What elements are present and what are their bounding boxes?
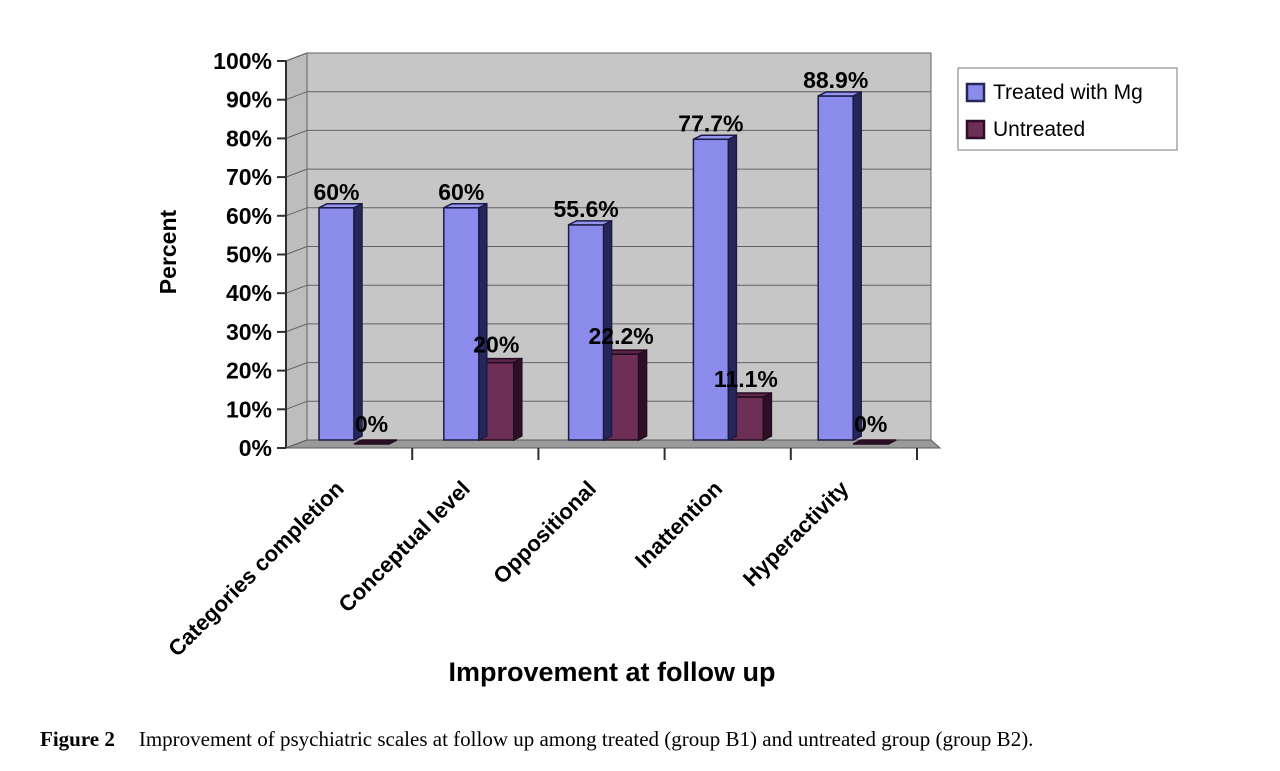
legend-swatch-1	[965, 119, 986, 140]
bar-treated-4-side	[852, 90, 862, 442]
wall-gridline	[285, 323, 308, 333]
bar-treated-1-top	[443, 203, 488, 209]
data-label: 88.9%	[803, 67, 868, 93]
y-tick-label: 0%	[239, 435, 272, 461]
data-label: 60%	[438, 179, 484, 205]
bar-chart: 0% 10% 20% 30% 40% 50% 60% 70% 80% 90% 100% 60% 0% 60…	[155, 48, 1178, 687]
bar-treated-1	[443, 207, 480, 441]
wall-gridline	[285, 52, 308, 62]
x-category-label: Conceptual level	[334, 476, 475, 617]
data-label: 60%	[313, 179, 359, 205]
legend-box	[957, 67, 1178, 151]
y-tick-label: 100%	[213, 48, 272, 74]
wall-gridline	[285, 168, 308, 178]
bar-treated-4-top	[817, 91, 862, 97]
y-tick-label: 10%	[226, 396, 272, 422]
data-label: 55.6%	[553, 196, 618, 222]
x-category-label: Hyperactivity	[738, 475, 854, 591]
y-tick-label: 20%	[226, 358, 272, 384]
wall-gridline	[285, 362, 308, 372]
bar-untreated-4	[852, 439, 897, 445]
y-tick-label: 70%	[226, 164, 272, 190]
bar-treated-3	[692, 138, 730, 441]
bar-untreated-3-side	[762, 391, 773, 442]
y-tick-label: 40%	[226, 280, 272, 306]
bar-treated-0-top	[318, 203, 363, 209]
bar-treated-3-top	[693, 134, 737, 141]
figure-caption-label: Figure 2	[40, 727, 115, 751]
bar-untreated-1-side	[513, 357, 523, 442]
legend-swatch-0	[965, 82, 986, 103]
wall-gridline	[285, 246, 308, 255]
data-label: 22.2%	[588, 323, 653, 349]
bar-treated-3-side	[727, 134, 738, 442]
bar-untreated-2-side	[637, 348, 648, 442]
floor	[285, 439, 942, 449]
y-tick-label: 60%	[226, 203, 272, 229]
bar-treated-2-top	[568, 220, 612, 226]
x-category-label: Inattention	[630, 476, 727, 573]
figure-caption: Figure 2 Improvement of psychiatric scal…	[40, 724, 1252, 754]
y-tick-label: 80%	[226, 125, 272, 151]
x-category-label: Oppositional	[488, 476, 601, 589]
data-label: 0%	[355, 411, 388, 437]
bar-treated-0-side	[353, 202, 363, 442]
data-label: 20%	[473, 332, 519, 358]
y-axis-title: Percent	[155, 209, 181, 294]
wall-gridline	[285, 129, 308, 139]
wall-gridline	[285, 207, 308, 217]
legend-label: Treated with Mg	[993, 81, 1143, 104]
bar-treated-4	[817, 95, 854, 441]
x-axis-title: Improvement at follow up	[448, 657, 775, 687]
wall-gridline	[285, 91, 308, 101]
data-label: 11.1%	[714, 366, 778, 392]
y-tick-label: 50%	[226, 242, 272, 268]
y-tick-label: 30%	[226, 319, 272, 345]
wall-gridline	[285, 284, 308, 294]
bar-treated-1-side	[478, 202, 488, 442]
y-tick-label: 90%	[226, 87, 272, 113]
data-label: 77.7%	[678, 110, 743, 136]
bar-untreated-0	[353, 439, 398, 445]
wall-gridline	[285, 400, 308, 410]
data-label: 0%	[854, 411, 887, 437]
legend-label: Untreated	[993, 118, 1085, 141]
x-category-label: Categories completion	[163, 476, 348, 661]
figure-caption-text: Improvement of psychiatric scales at fol…	[138, 727, 1034, 751]
bar-treated-0	[318, 207, 355, 441]
